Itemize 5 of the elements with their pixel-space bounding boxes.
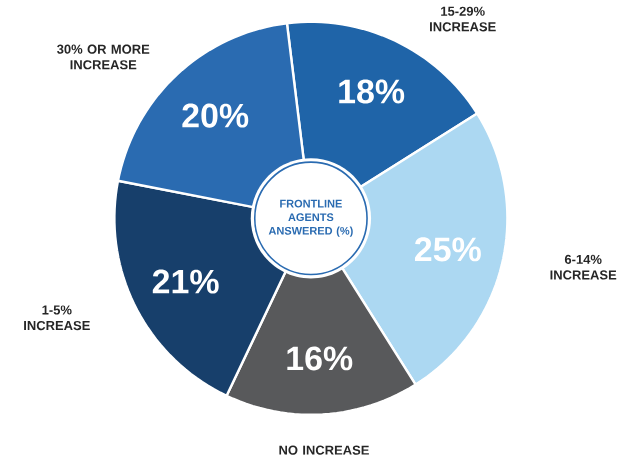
data-label: 21% <box>152 269 219 294</box>
data-label: 25% <box>414 237 481 262</box>
data-label: 18% <box>339 79 405 104</box>
data-label: 20% <box>182 103 249 128</box>
data-label: 16% <box>287 346 353 371</box>
